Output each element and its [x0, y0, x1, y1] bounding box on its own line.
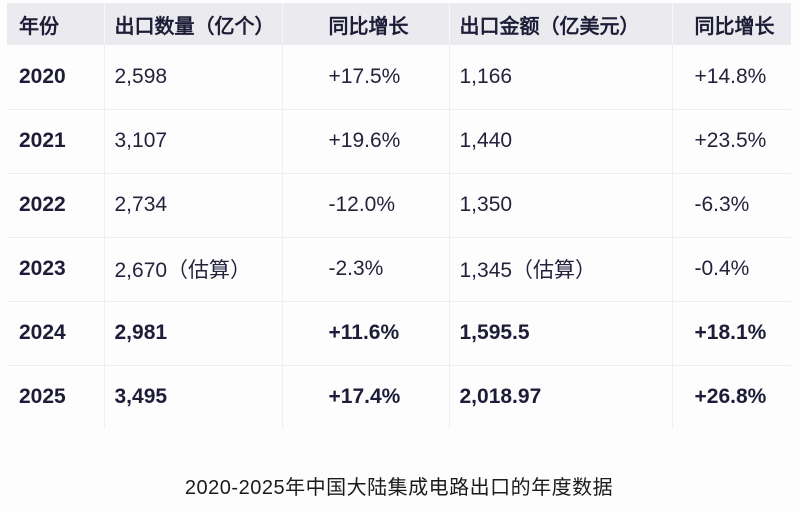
value-yoy-cell: -6.3%	[672, 172, 791, 237]
value-cell: 1,166	[449, 45, 673, 109]
quantity-cell: 2,598	[104, 45, 283, 109]
quantity-yoy-cell: -2.3%	[282, 236, 450, 301]
quantity-yoy-cell: +19.6%	[282, 108, 450, 173]
export-data-table: 年份 出口数量（亿个） 同比增长 出口金额（亿美元） 同比增长 2020 2,5…	[7, 3, 791, 429]
year-cell: 2025	[7, 364, 105, 429]
table-row-2023: 2023 2,670（估算） -2.3% 1,345（估算） -0.4%	[7, 236, 791, 301]
table-row-2025: 2025 3,495 +17.4% 2,018.97 +26.8%	[7, 364, 791, 429]
table-row-2020: 2020 2,598 +17.5% 1,166 +14.8%	[7, 45, 791, 109]
year-cell: 2022	[7, 172, 105, 237]
value-yoy-cell: +23.5%	[672, 108, 791, 173]
year-cell: 2023	[7, 236, 105, 301]
quantity-cell: 3,107	[104, 108, 283, 173]
table-header: 年份 出口数量（亿个） 同比增长 出口金额（亿美元） 同比增长	[7, 3, 791, 45]
value-cell: 1,345（估算）	[449, 236, 673, 301]
value-yoy-cell: +18.1%	[672, 300, 791, 365]
quantity-yoy-cell: +11.6%	[282, 300, 450, 365]
value-cell: 1,595.5	[449, 300, 673, 365]
table-row-2021: 2021 3,107 +19.6% 1,440 +23.5%	[7, 108, 791, 173]
year-cell: 2024	[7, 300, 105, 365]
value-cell: 2,018.97	[449, 364, 673, 429]
value-yoy-cell: +26.8%	[672, 364, 791, 429]
value-yoy-cell: +14.8%	[694, 64, 767, 88]
column-header-value-yoy: 同比增长	[672, 3, 791, 45]
quantity-yoy-cell: +17.5%	[282, 45, 450, 109]
year-cell: 2020	[7, 45, 105, 109]
value-yoy-cell: -0.4%	[672, 236, 791, 301]
value-cell: 1,440	[449, 108, 673, 173]
quantity-yoy-cell: +17.4%	[282, 364, 450, 429]
table-body: 2020 2,598 +17.5% 1,166 +14.8% 2021 3,10…	[7, 45, 791, 429]
quantity-cell: 2,670（估算）	[104, 236, 283, 301]
table-row-2022: 2022 2,734 -12.0% 1,350 -6.3%	[7, 172, 791, 237]
quantity-cell: 3,495	[104, 364, 283, 429]
table-row-2024: 2024 2,981 +11.6% 1,595.5 +18.1%	[7, 300, 791, 365]
year-cell: 2021	[7, 108, 105, 173]
column-header-quantity-yoy: 同比增长	[282, 3, 450, 45]
column-header-export-quantity: 出口数量（亿个）	[104, 3, 283, 45]
value-cell: 1,350	[449, 172, 673, 237]
quantity-yoy-cell: -12.0%	[282, 172, 450, 237]
column-header-year: 年份	[7, 3, 105, 45]
header-row: 年份 出口数量（亿个） 同比增长 出口金额（亿美元） 同比增长	[7, 3, 791, 45]
quantity-cell: 2,981	[104, 300, 283, 365]
table-caption: 2020-2025年中国大陆集成电路出口的年度数据	[184, 477, 614, 499]
column-header-export-value: 出口金额（亿美元）	[449, 3, 673, 45]
quantity-cell: 2,734	[104, 172, 283, 237]
